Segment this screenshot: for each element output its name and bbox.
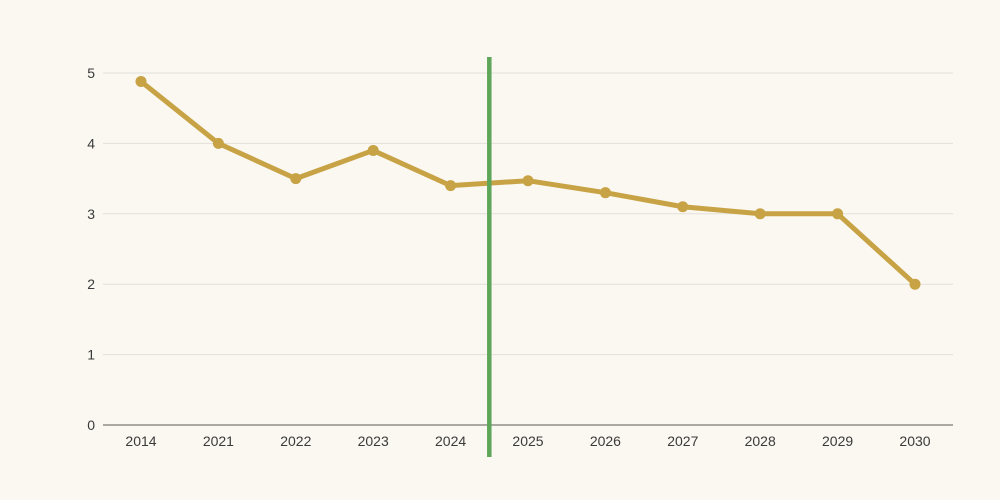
x-tick-label: 2021 <box>203 433 234 449</box>
x-tick-label: 2022 <box>280 433 311 449</box>
x-tick-label: 2027 <box>667 433 698 449</box>
data-point <box>522 175 534 187</box>
y-tick-label: 5 <box>87 65 95 81</box>
y-tick-label: 0 <box>87 417 95 433</box>
x-tick-label: 2014 <box>125 433 156 449</box>
data-point <box>445 180 457 192</box>
y-tick-label: 2 <box>87 276 95 292</box>
data-point <box>677 201 689 213</box>
data-point <box>909 278 921 290</box>
y-tick-label: 3 <box>87 206 95 222</box>
y-tick-label: 4 <box>87 135 95 151</box>
x-tick-label: 2028 <box>745 433 776 449</box>
data-point <box>290 173 302 185</box>
data-point <box>135 75 147 87</box>
data-point <box>832 208 844 220</box>
x-tick-label: 2029 <box>822 433 853 449</box>
data-point <box>754 208 766 220</box>
x-tick-label: 2026 <box>590 433 621 449</box>
x-tick-label: 2025 <box>512 433 543 449</box>
data-point <box>599 187 611 199</box>
x-tick-label: 2023 <box>358 433 389 449</box>
x-tick-label: 2024 <box>435 433 466 449</box>
y-tick-label: 1 <box>87 347 95 363</box>
x-tick-label: 2030 <box>899 433 930 449</box>
data-point <box>367 144 379 156</box>
data-point <box>212 137 224 149</box>
